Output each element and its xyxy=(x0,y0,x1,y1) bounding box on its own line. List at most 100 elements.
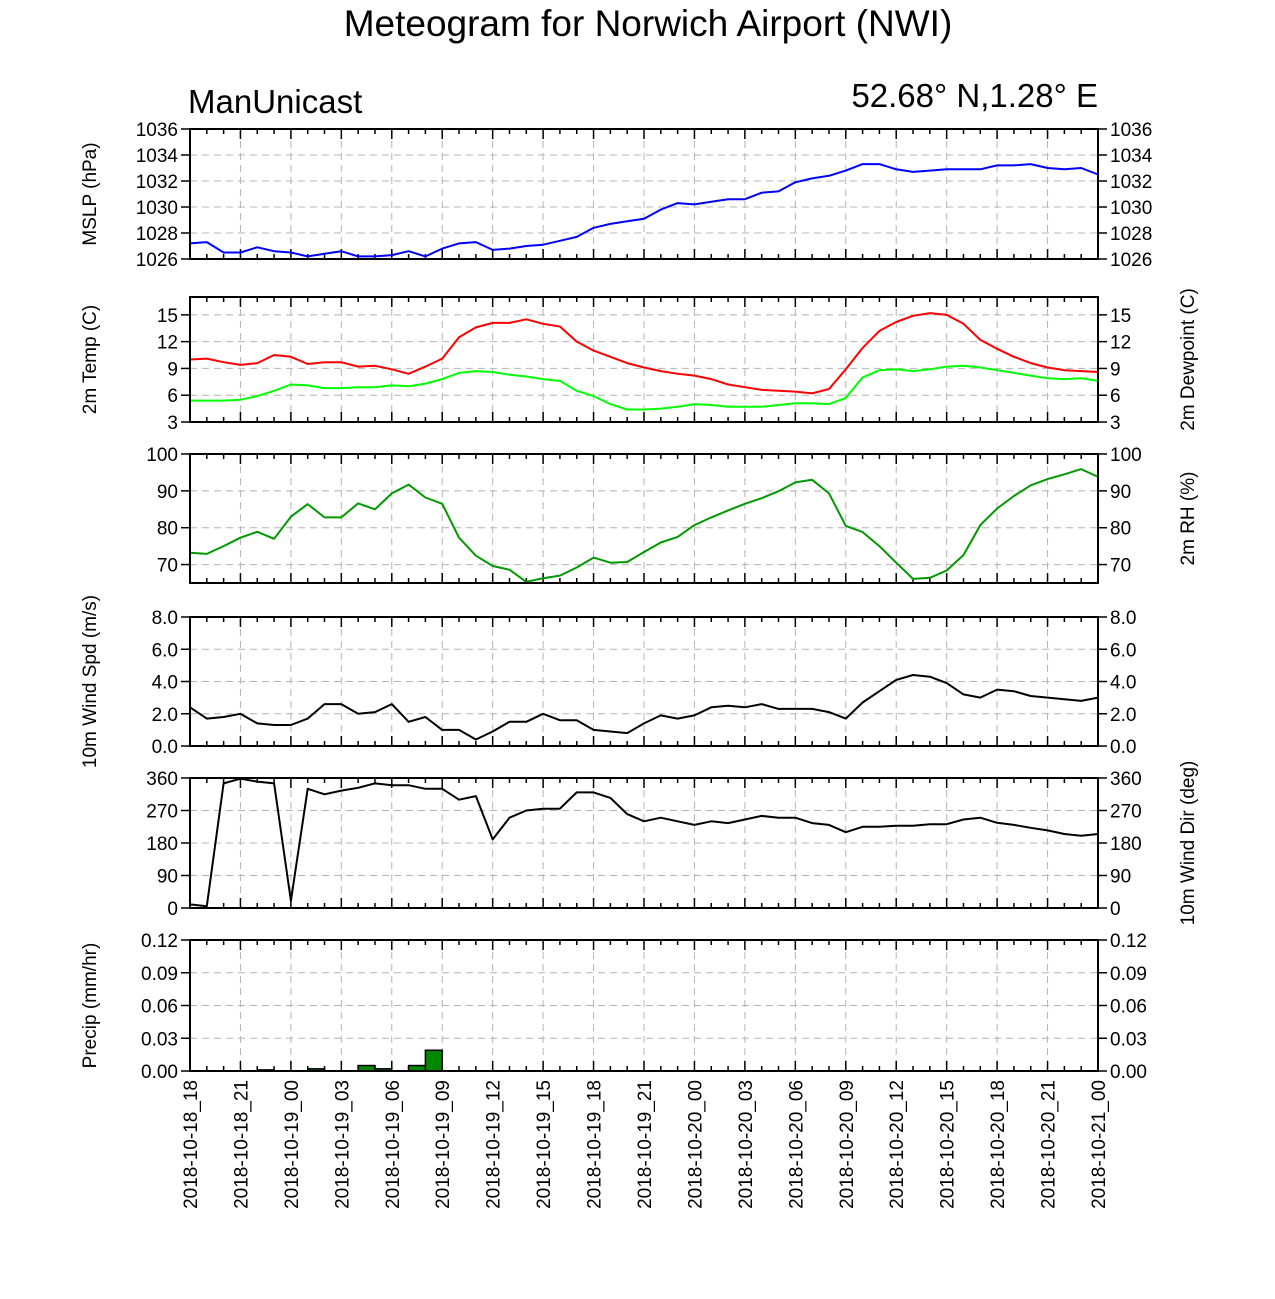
panel-frame xyxy=(189,453,1099,584)
y-tick-label-right: 1032 xyxy=(1110,172,1152,193)
y-tick-label-left: 100 xyxy=(146,445,178,466)
y-tick-label-right: 270 xyxy=(1110,802,1142,823)
y-tick-label-left: 1036 xyxy=(136,120,178,141)
y-tick-label-right: 80 xyxy=(1110,519,1131,540)
panel-5: 0.00 0.00 0.03 0.03 0.06 0.06 0.09 0.09 0.12 0.12… xyxy=(80,931,1147,1083)
panel-2: 70 70 80 80 90 90 100 100 2m RH (%) xyxy=(146,445,1199,584)
y-tick-label-left: 0.12 xyxy=(141,931,178,952)
y-tick-label-left: 1026 xyxy=(136,250,178,271)
y-tick-label-right: 1036 xyxy=(1110,120,1152,141)
panel-3: 0.0 0.0 2.0 2.0 4.0 4.0 6.0 6.0 8.0 8.0 10m Wind S… xyxy=(80,595,1136,768)
y-tick-label-left: 80 xyxy=(157,519,178,540)
x-tick-label: 2018-10-18_21 xyxy=(231,1080,252,1209)
location-label: 52.68° N,1.28° E xyxy=(851,77,1098,114)
y-tick-label-left: 9 xyxy=(167,359,178,380)
y-tick-label-left: 8.0 xyxy=(152,608,178,629)
x-tick-label: 2018-10-18_18 xyxy=(181,1080,202,1209)
series-line-4-0 xyxy=(189,777,1099,908)
x-tick-label: 2018-10-20_09 xyxy=(837,1080,858,1209)
x-tick-label: 2018-10-19_03 xyxy=(332,1080,353,1209)
panel-frame xyxy=(189,939,1099,1072)
y-tick-label-right: 15 xyxy=(1110,306,1131,327)
series-line-2-0 xyxy=(189,468,1099,583)
y-tick-label-right: 1034 xyxy=(1110,146,1153,167)
y-tick-label-left: 1034 xyxy=(136,146,179,167)
y-tick-label-left: 90 xyxy=(157,867,178,888)
y-tick-label-right: 100 xyxy=(1110,445,1142,466)
y-tick-label-left: 90 xyxy=(157,482,178,503)
y-tick-label-left: 70 xyxy=(157,556,178,577)
x-tick-label: 2018-10-19_00 xyxy=(282,1080,303,1209)
x-tick-label: 2018-10-20_03 xyxy=(736,1080,757,1209)
y-tick-label-right: 12 xyxy=(1110,333,1131,354)
y-tick-label-left: 0.00 xyxy=(141,1062,178,1083)
x-axis: 2018-10-18_18 2018-10-18_21 2018-10-19_00 2… xyxy=(181,1080,1110,1209)
y-tick-label-right: 9 xyxy=(1110,359,1121,380)
y-tick-label-left: 4.0 xyxy=(152,673,178,694)
y-axis-title-right: 2m RH (%) xyxy=(1178,472,1199,566)
y-axis-title-right: 10m Wind Dir (deg) xyxy=(1178,761,1199,926)
x-tick-label: 2018-10-19_12 xyxy=(484,1080,505,1209)
y-tick-label-right: 1030 xyxy=(1110,198,1152,219)
y-tick-label-left: 2.0 xyxy=(152,705,178,726)
x-tick-label: 2018-10-20_21 xyxy=(1039,1080,1060,1209)
x-tick-label: 2018-10-20_15 xyxy=(938,1080,959,1209)
y-tick-label-right: 90 xyxy=(1110,482,1131,503)
panel-4: 0 0 90 90 180 180 270 270 360 360 10m Wind Dir (de… xyxy=(146,761,1199,926)
y-tick-label-right: 6.0 xyxy=(1110,640,1136,661)
x-tick-label: 2018-10-19_06 xyxy=(383,1080,404,1209)
y-tick-label-left: 0.06 xyxy=(141,997,178,1018)
y-tick-label-right: 2.0 xyxy=(1110,705,1136,726)
y-tick-label-left: 180 xyxy=(146,834,178,855)
y-tick-label-left: 0 xyxy=(167,899,178,920)
series-line-1-1 xyxy=(190,364,1099,411)
y-tick-label-left: 270 xyxy=(146,802,178,823)
panel-frame xyxy=(189,296,1099,423)
model-label: ManUnicast xyxy=(188,83,362,120)
y-tick-label-right: 6 xyxy=(1110,386,1121,407)
y-tick-label-left: 0.0 xyxy=(152,737,178,758)
x-tick-label: 2018-10-19_21 xyxy=(635,1080,656,1209)
y-tick-label-right: 0.03 xyxy=(1110,1029,1147,1050)
series-line-1-0 xyxy=(189,312,1099,395)
y-tick-label-left: 360 xyxy=(146,769,178,790)
panel-1: 3 3 6 6 9 9 12 12 15 15 2m Temp (C) 2m Dewpoint (C) xyxy=(80,288,1199,434)
series-line-0-0 xyxy=(189,163,1099,258)
x-tick-label: 2018-10-20_12 xyxy=(887,1080,908,1209)
y-tick-label-right: 3 xyxy=(1110,413,1121,434)
x-tick-label: 2018-10-19_15 xyxy=(534,1080,555,1209)
y-tick-label-left: 1028 xyxy=(136,224,178,245)
y-tick-label-right: 90 xyxy=(1110,867,1131,888)
y-tick-label-left: 6.0 xyxy=(152,640,178,661)
y-tick-label-left: 3 xyxy=(167,413,178,434)
y-axis-title-left: MSLP (hPa) xyxy=(80,142,101,245)
y-tick-label-right: 1026 xyxy=(1110,250,1152,271)
y-tick-label-left: 12 xyxy=(157,333,178,354)
x-tick-label: 2018-10-20_00 xyxy=(685,1080,706,1209)
y-tick-label-right: 4.0 xyxy=(1110,673,1136,694)
y-axis-title-left: 2m Temp (C) xyxy=(80,305,101,414)
y-axis-title-left: 10m Wind Spd (m/s) xyxy=(80,595,101,768)
y-tick-label-left: 1030 xyxy=(136,198,178,219)
y-tick-label-left: 6 xyxy=(167,386,178,407)
y-tick-label-left: 15 xyxy=(157,306,178,327)
x-tick-label: 2018-10-19_09 xyxy=(433,1080,454,1209)
y-tick-label-right: 70 xyxy=(1110,556,1131,577)
y-tick-label-left: 0.09 xyxy=(141,964,178,985)
y-tick-label-right: 0.12 xyxy=(1110,931,1147,952)
y-axis-title-left: Precip (mm/hr) xyxy=(80,943,101,1069)
x-tick-label: 2018-10-19_18 xyxy=(585,1080,606,1209)
y-axis-title-right: 2m Dewpoint (C) xyxy=(1178,288,1199,431)
panel-frame xyxy=(189,777,1099,909)
panels-group: 1026 1026 1028 1028 1030 1030 1032 1032 1034 1034… xyxy=(80,120,1199,1083)
y-tick-label-right: 0.00 xyxy=(1110,1062,1147,1083)
y-tick-label-right: 0.06 xyxy=(1110,997,1147,1018)
series-line-3-0 xyxy=(189,674,1099,741)
x-tick-label: 2018-10-21_00 xyxy=(1089,1080,1110,1209)
panel-0: 1026 1026 1028 1028 1030 1030 1032 1032 1034 1034… xyxy=(80,120,1153,271)
y-tick-label-left: 1032 xyxy=(136,172,178,193)
panel-frame xyxy=(189,128,1099,260)
chart-title: Meteogram for Norwich Airport (NWI) xyxy=(344,3,953,44)
x-tick-label: 2018-10-20_06 xyxy=(786,1080,807,1209)
